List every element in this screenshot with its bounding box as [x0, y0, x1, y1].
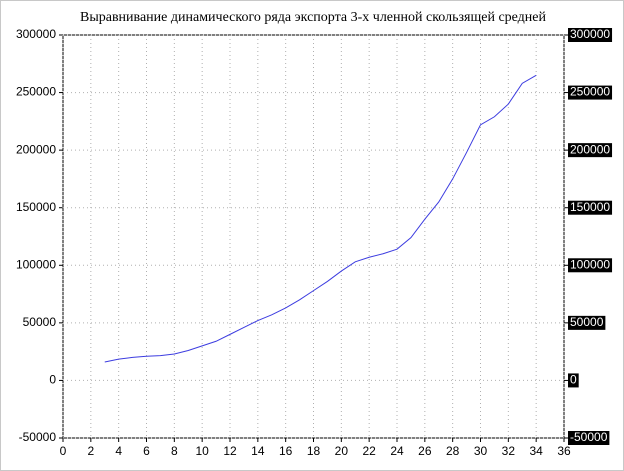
- x-tick-label: 26: [418, 444, 432, 458]
- y2-tick-label-bg: [568, 200, 613, 215]
- y2-tick-label: 250000: [570, 85, 610, 99]
- y2-tick-label-bg: [568, 85, 613, 100]
- y2-tick-label-bg: [568, 28, 613, 42]
- y-tick-label: 100000: [16, 257, 56, 271]
- x-tick-label: 24: [390, 444, 404, 458]
- y2-tick-label-bg: [568, 143, 613, 158]
- y-tick-label: -50000: [19, 430, 57, 444]
- x-tick-label: 4: [115, 444, 122, 458]
- x-tick-label: 2: [87, 444, 94, 458]
- y2-tick-label-bg: [568, 431, 610, 445]
- y2-tick-label-bg: [568, 373, 579, 388]
- x-tick-label: 22: [362, 444, 376, 458]
- y2-tick-label: 0: [570, 373, 577, 387]
- x-tick-label: 10: [195, 444, 209, 458]
- y2-tick-label: 50000: [570, 315, 604, 329]
- y2-tick-label: 100000: [570, 257, 610, 271]
- x-tick-label: 18: [307, 444, 321, 458]
- x-tick-label: 16: [279, 444, 293, 458]
- y2-tick-label-bg: [568, 315, 606, 330]
- y-tick-label: 150000: [16, 200, 56, 214]
- chart-title: Выравнивание динамического ряда экспорта…: [80, 10, 547, 25]
- y-tick-label: 250000: [16, 85, 56, 99]
- x-tick-label: 0: [60, 444, 67, 458]
- y2-tick-label: 300000: [570, 27, 610, 41]
- data-line: [104, 74, 537, 363]
- x-tick-label: 30: [474, 444, 488, 458]
- x-tick-label: 6: [143, 444, 150, 458]
- y-tick-label: 0: [49, 373, 56, 387]
- y-tick-label: 200000: [16, 142, 56, 156]
- y2-tick-label: 150000: [570, 200, 610, 214]
- y2-tick-label-bg: [568, 258, 613, 273]
- x-tick-label: 28: [446, 444, 460, 458]
- x-tick-label: 14: [251, 444, 265, 458]
- x-tick-label: 34: [529, 444, 543, 458]
- y2-tick-label: -50000: [570, 430, 608, 444]
- x-tick-label: 8: [171, 444, 178, 458]
- y2-tick-label: 200000: [570, 142, 610, 156]
- x-tick-label: 12: [223, 444, 237, 458]
- x-tick-label: 36: [557, 444, 571, 458]
- x-tick-label: 20: [335, 444, 349, 458]
- y-tick-label: 300000: [16, 27, 56, 41]
- y-tick-label: 50000: [23, 315, 57, 329]
- x-tick-label: 32: [502, 444, 516, 458]
